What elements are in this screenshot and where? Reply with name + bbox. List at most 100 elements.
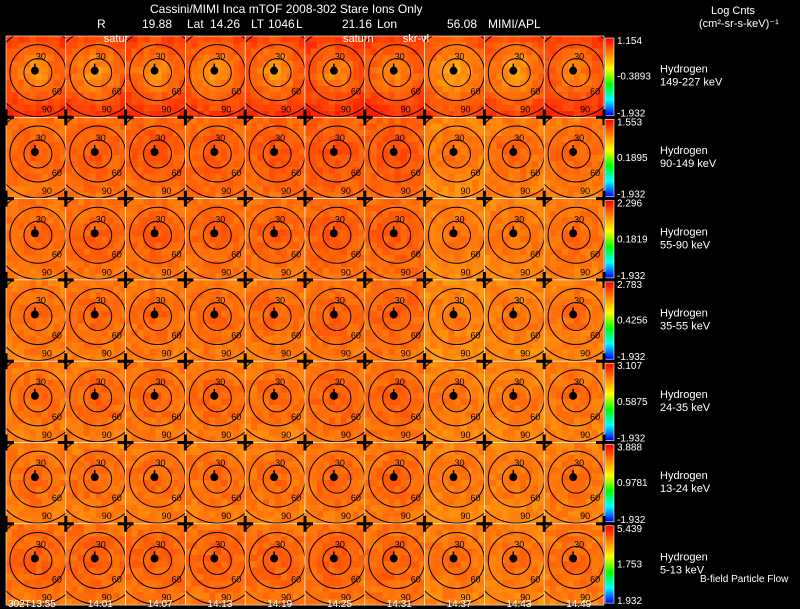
x-tick-label: 14:49 bbox=[566, 599, 591, 609]
contour-label-60: 60 bbox=[172, 574, 182, 584]
saturn-disk bbox=[270, 391, 279, 400]
contour-label-60: 60 bbox=[530, 412, 540, 422]
contour-60 bbox=[487, 44, 545, 102]
saturn-disk bbox=[150, 66, 159, 75]
contour-90 bbox=[245, 198, 305, 280]
contour-30 bbox=[262, 545, 292, 575]
contour-30 bbox=[23, 545, 53, 575]
contour-label-60: 60 bbox=[52, 412, 62, 422]
contour-label-30: 30 bbox=[335, 539, 345, 549]
contour-30 bbox=[442, 139, 471, 169]
contour-label-60: 60 bbox=[112, 412, 122, 422]
contour-label-90: 90 bbox=[461, 511, 471, 521]
contour-60 bbox=[248, 450, 305, 508]
contour-label-60: 60 bbox=[52, 249, 62, 259]
saturn-disk bbox=[270, 473, 279, 482]
contour-60 bbox=[9, 44, 66, 102]
contour-label-90: 90 bbox=[162, 186, 172, 196]
contour-label-90: 90 bbox=[162, 511, 172, 521]
contour-label-90: 90 bbox=[162, 105, 172, 115]
contour-label-90: 90 bbox=[341, 267, 351, 277]
contour-label-90: 90 bbox=[281, 592, 291, 602]
contour-label-60: 60 bbox=[231, 249, 241, 259]
contour-label-60: 60 bbox=[411, 87, 421, 97]
contour-label-60: 60 bbox=[231, 412, 241, 422]
contour-label-60: 60 bbox=[411, 412, 421, 422]
colorbar bbox=[604, 444, 615, 523]
contour-label-90: 90 bbox=[42, 430, 52, 440]
contour-30 bbox=[382, 383, 412, 413]
contour-label-90: 90 bbox=[461, 105, 471, 115]
contour-90 bbox=[364, 523, 425, 605]
contour-30 bbox=[202, 302, 232, 332]
contour-label-90: 90 bbox=[281, 267, 291, 277]
contour-60 bbox=[248, 288, 305, 346]
contour-label-60: 60 bbox=[52, 574, 62, 584]
contour-30 bbox=[442, 383, 471, 413]
species-label: Hydrogen bbox=[660, 226, 708, 238]
contour-30 bbox=[23, 464, 53, 494]
contour-label-90: 90 bbox=[221, 430, 231, 440]
contour-30 bbox=[501, 545, 531, 575]
contour-30 bbox=[501, 58, 531, 88]
saturn-disk bbox=[449, 554, 458, 563]
contour-label-90: 90 bbox=[162, 430, 172, 440]
saturn-disk bbox=[30, 66, 39, 75]
panel-annotation: satur bbox=[104, 33, 129, 45]
contour-label-60: 60 bbox=[351, 249, 361, 259]
contour-label-30: 30 bbox=[156, 377, 166, 387]
contour-60 bbox=[368, 531, 425, 589]
contour-label-30: 30 bbox=[36, 458, 46, 468]
contour-30 bbox=[322, 139, 352, 169]
lat-value: 14.26 bbox=[210, 17, 241, 31]
contour-60 bbox=[487, 369, 545, 427]
contour-label-30: 30 bbox=[96, 539, 106, 549]
contour-30 bbox=[202, 58, 232, 88]
contour-60 bbox=[188, 125, 246, 183]
contour-label-60: 60 bbox=[471, 249, 481, 259]
contour-30 bbox=[262, 220, 292, 250]
contour-30 bbox=[442, 220, 471, 250]
contour-label-90: 90 bbox=[580, 186, 590, 196]
contour-label-90: 90 bbox=[401, 430, 411, 440]
contour-30 bbox=[561, 139, 591, 169]
colorbar-mid: 0.1895 bbox=[617, 153, 648, 164]
saturn-disk bbox=[449, 473, 458, 482]
x-tick-label: 14:19 bbox=[267, 599, 292, 609]
contour-label-30: 30 bbox=[156, 52, 166, 62]
saturn-disk bbox=[150, 473, 159, 482]
contour-30 bbox=[561, 220, 591, 250]
contour-label-30: 30 bbox=[215, 296, 225, 306]
contour-label-90: 90 bbox=[162, 592, 172, 602]
contour-label-30: 30 bbox=[96, 458, 106, 468]
contour-60 bbox=[547, 125, 605, 183]
contour-label-90: 90 bbox=[520, 592, 530, 602]
contour-label-30: 30 bbox=[96, 133, 106, 143]
lon-label: Lon bbox=[377, 17, 398, 31]
contour-30 bbox=[501, 139, 531, 169]
contour-60 bbox=[428, 44, 485, 102]
contour-90 bbox=[6, 36, 66, 118]
contour-30 bbox=[442, 464, 471, 494]
contour-label-60: 60 bbox=[112, 331, 122, 341]
contour-30 bbox=[382, 220, 412, 250]
contour-label-30: 30 bbox=[514, 377, 524, 387]
contour-60 bbox=[428, 369, 485, 427]
saturn-disk bbox=[30, 310, 39, 319]
contour-60 bbox=[487, 531, 545, 589]
species-label: Hydrogen bbox=[660, 145, 708, 157]
contour-30 bbox=[202, 139, 232, 169]
contour-30 bbox=[262, 139, 292, 169]
